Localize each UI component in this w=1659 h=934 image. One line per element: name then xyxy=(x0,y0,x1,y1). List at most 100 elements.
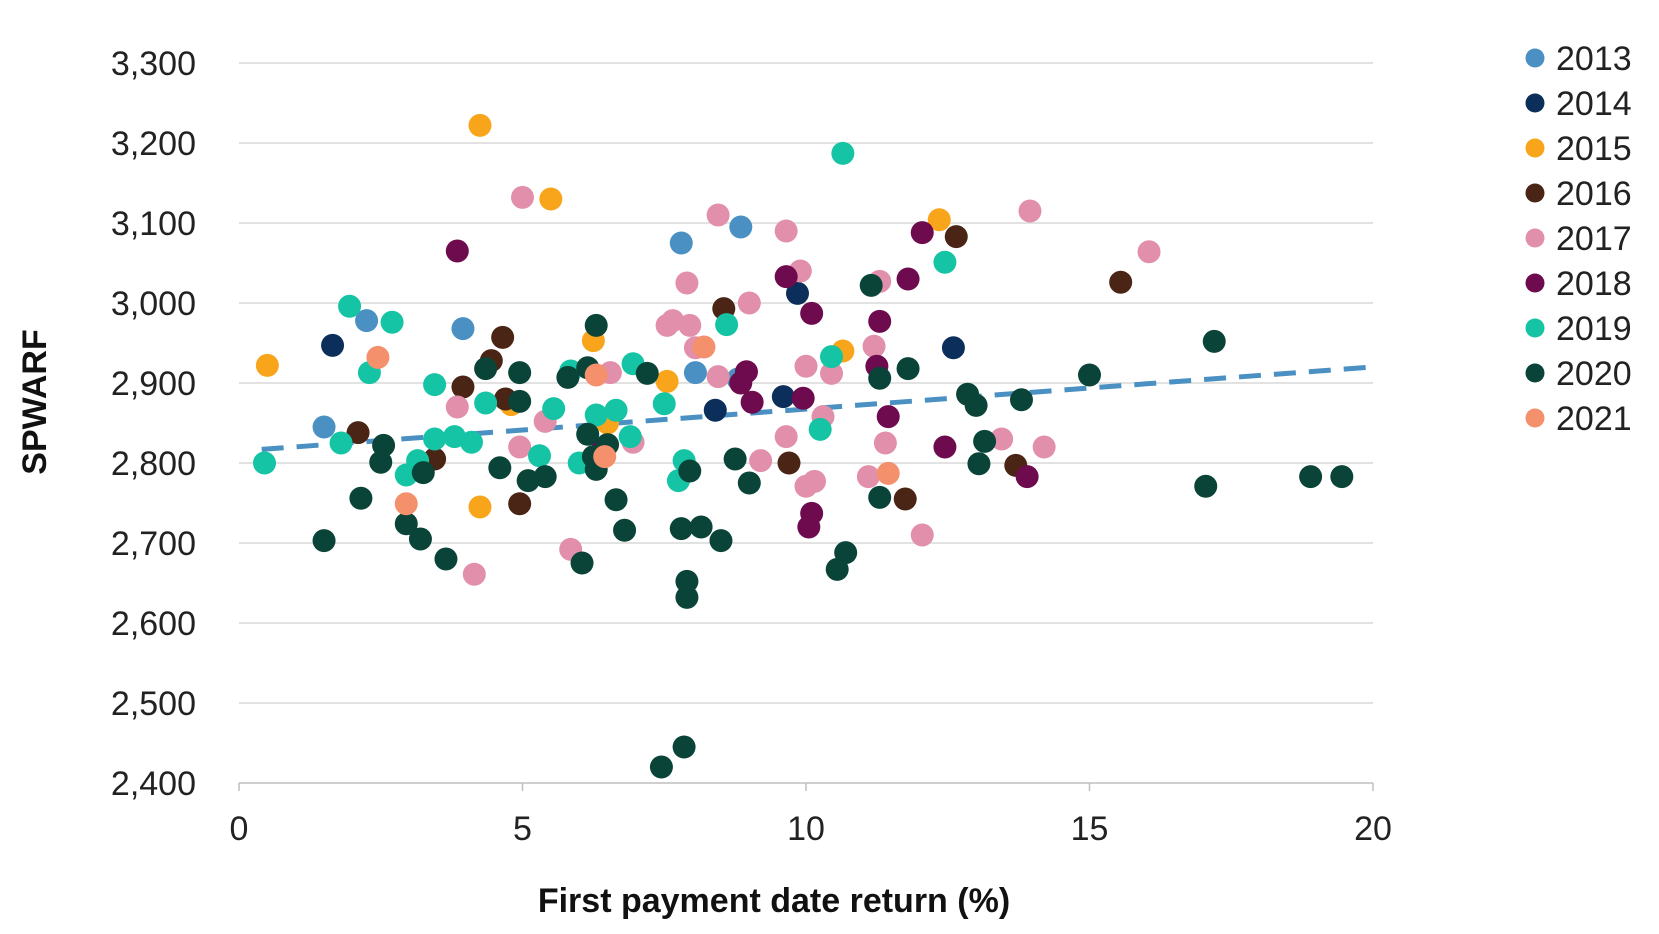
legend-item-2017: 2017 xyxy=(1525,220,1632,258)
legend-item-2014: 2014 xyxy=(1525,85,1632,123)
data-point xyxy=(868,309,892,333)
data-point xyxy=(734,360,758,384)
data-point xyxy=(255,353,279,377)
data-point xyxy=(474,391,498,415)
y-tick-label: 3,100 xyxy=(111,205,196,243)
legend-label: 2020 xyxy=(1556,355,1632,393)
legend-label: 2014 xyxy=(1556,85,1632,123)
data-point xyxy=(990,427,1014,451)
data-point xyxy=(856,465,880,489)
data-point xyxy=(570,551,594,575)
y-axis-title: SPWARF xyxy=(16,329,54,474)
legend: 2013 2014 2015 2016 2017 2018 2019 2020 2021 xyxy=(1525,40,1632,438)
data-point xyxy=(820,345,844,369)
data-point xyxy=(451,375,475,399)
data-point xyxy=(253,451,277,475)
legend-marker xyxy=(1525,318,1545,338)
data-point xyxy=(1330,465,1354,489)
data-point xyxy=(777,451,801,475)
data-point xyxy=(876,405,900,429)
legend-label: 2015 xyxy=(1556,130,1632,168)
axes-layer xyxy=(238,782,1374,791)
data-point xyxy=(703,398,727,422)
data-point xyxy=(508,435,532,459)
data-point xyxy=(683,361,707,385)
data-point xyxy=(675,271,699,295)
data-point xyxy=(355,309,379,333)
data-point xyxy=(749,449,773,473)
data-point xyxy=(508,361,532,385)
data-point xyxy=(468,495,492,519)
legend-item-2013: 2013 xyxy=(1525,40,1632,78)
data-point xyxy=(312,529,336,553)
data-point xyxy=(451,317,475,341)
y-tick-label: 2,500 xyxy=(111,685,196,723)
legend-item-2018: 2018 xyxy=(1525,265,1632,303)
data-point xyxy=(329,431,353,455)
data-point xyxy=(584,313,608,337)
data-point xyxy=(800,501,824,525)
x-tick-label: 15 xyxy=(1071,810,1109,848)
series-2019 xyxy=(253,141,957,493)
legend-marker xyxy=(1525,93,1545,113)
legend-label: 2018 xyxy=(1556,265,1632,303)
data-point xyxy=(338,294,362,318)
data-point xyxy=(584,363,608,387)
data-point xyxy=(896,267,920,291)
y-tick-label: 3,000 xyxy=(111,285,196,323)
data-point xyxy=(459,430,483,454)
data-point xyxy=(800,301,824,325)
data-point xyxy=(1194,474,1218,498)
data-point xyxy=(1032,435,1056,459)
data-point xyxy=(394,492,418,516)
legend-item-2015: 2015 xyxy=(1525,130,1632,168)
data-point xyxy=(1202,329,1226,353)
data-point xyxy=(771,385,795,409)
x-tick-label: 10 xyxy=(787,810,825,848)
data-point xyxy=(774,219,798,243)
legend-item-2019: 2019 xyxy=(1525,310,1632,348)
data-point xyxy=(411,461,435,485)
x-tick-label: 0 xyxy=(230,810,249,848)
data-point xyxy=(349,486,373,510)
data-point xyxy=(927,208,951,232)
legend-label: 2017 xyxy=(1556,220,1632,258)
data-point xyxy=(964,393,988,417)
series-2016 xyxy=(346,225,1133,516)
data-point xyxy=(709,529,733,553)
data-point xyxy=(675,569,699,593)
legend-item-2020: 2020 xyxy=(1525,355,1632,393)
data-point xyxy=(893,487,917,511)
data-point xyxy=(737,291,761,315)
data-point xyxy=(859,273,883,297)
data-point xyxy=(528,444,552,468)
data-point xyxy=(785,281,809,305)
data-point xyxy=(669,231,693,255)
data-point xyxy=(312,415,336,439)
legend-marker xyxy=(1525,408,1545,428)
data-point xyxy=(834,541,858,565)
data-point xyxy=(808,417,832,441)
data-point xyxy=(488,456,512,480)
data-point xyxy=(423,373,447,397)
data-point xyxy=(1015,465,1039,489)
data-point xyxy=(791,386,815,410)
data-point xyxy=(794,354,818,378)
data-point xyxy=(380,310,404,334)
y-tick-label: 2,900 xyxy=(111,365,196,403)
data-point xyxy=(408,527,432,551)
data-point xyxy=(542,397,566,421)
data-point xyxy=(584,403,608,427)
legend-marker xyxy=(1525,228,1545,248)
data-point xyxy=(539,187,563,211)
x-tick-label: 5 xyxy=(513,810,532,848)
data-point xyxy=(896,357,920,381)
data-point xyxy=(689,515,713,539)
data-point xyxy=(533,465,557,489)
series-2014 xyxy=(321,281,965,422)
legend-marker xyxy=(1525,273,1545,293)
data-point xyxy=(862,334,886,358)
data-point xyxy=(1137,240,1161,264)
